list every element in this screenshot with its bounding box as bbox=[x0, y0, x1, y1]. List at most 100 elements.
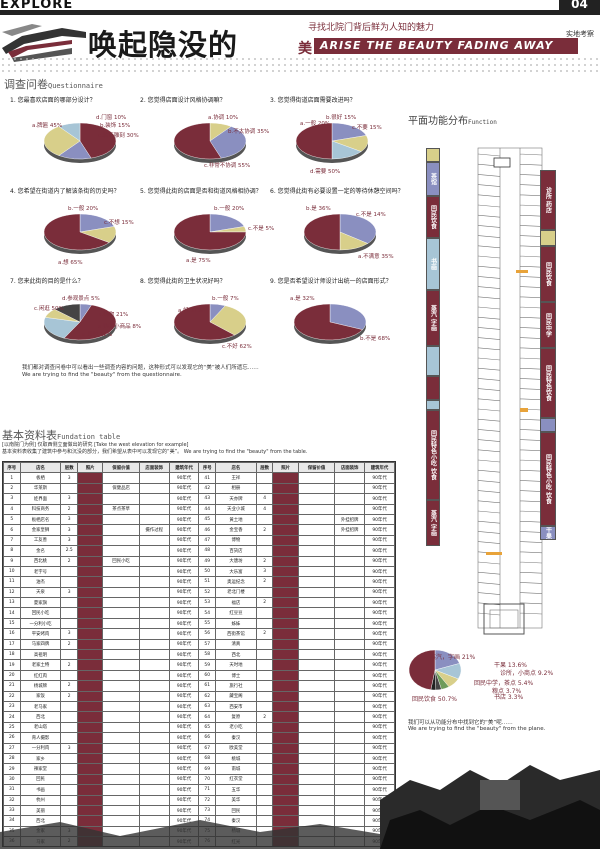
pie-label: a.想 65% bbox=[58, 260, 83, 266]
function-segment: 诊所 药店 bbox=[540, 170, 556, 230]
table-cell: 红衣堂 bbox=[215, 773, 257, 786]
survey-note-en: We are trying to find the "beauty" from … bbox=[22, 372, 182, 378]
pie-slice bbox=[43, 317, 81, 339]
pie-slice bbox=[43, 126, 81, 156]
table-cell: 金宝香 bbox=[215, 524, 257, 536]
table-cell: 老家土特 bbox=[19, 659, 62, 671]
table-cell bbox=[60, 711, 78, 723]
survey-question: 2. 您觉得店面设计风格协调嘛？ bbox=[140, 97, 226, 104]
photo-thumbnail bbox=[272, 669, 299, 682]
table-cell: 杨城牌 bbox=[19, 680, 62, 692]
table-cell bbox=[334, 638, 366, 651]
table-cell: 2 bbox=[255, 524, 274, 536]
table-cell bbox=[102, 700, 140, 713]
pie-label: b.是 36% bbox=[306, 206, 331, 212]
photo-thumbnail bbox=[272, 607, 299, 619]
table-row: 29 辣家堂 90年代 69 南城 90年代 bbox=[3, 763, 395, 775]
table-header-cell: 保留价值 bbox=[102, 462, 140, 474]
table-cell: 金家皇狮 bbox=[19, 524, 62, 536]
survey-question: 1. 您最喜欢店面的哪部分设计？ bbox=[10, 97, 96, 104]
table-cell: 90年代 bbox=[168, 700, 200, 713]
table-cell bbox=[297, 555, 336, 567]
table-cell: 90年代 bbox=[168, 513, 200, 526]
table-cell: 63 bbox=[198, 700, 216, 713]
basic-notes: [以南院门为例] 仅取西侧立面做出的研究 [Take the west elev… bbox=[2, 441, 372, 455]
table-cell: 6 bbox=[3, 524, 21, 536]
table-cell bbox=[297, 711, 336, 723]
table-cell bbox=[138, 493, 170, 505]
top-bar bbox=[0, 10, 600, 15]
table-cell: 90年代 bbox=[168, 534, 200, 547]
table-cell bbox=[255, 690, 274, 703]
table-cell bbox=[297, 638, 336, 651]
photo-thumbnail bbox=[76, 794, 104, 806]
table-row: 4 科技商务 2 茶点茶草 90年代 44 天业小城 4 90年代 bbox=[3, 503, 395, 515]
function-pie-label: 粮点 3.7% bbox=[492, 688, 522, 695]
table-cell: 10 bbox=[3, 565, 21, 578]
table-cell bbox=[60, 482, 78, 495]
table-cell bbox=[138, 638, 170, 651]
table-cell bbox=[334, 680, 366, 692]
table-cell: 12 bbox=[3, 586, 21, 599]
table-cell bbox=[102, 690, 140, 703]
table-cell: 90年代 bbox=[168, 669, 200, 682]
table-cell: 46 bbox=[198, 524, 216, 536]
table-row: 32 杭州 90年代 72 美华 90年代 bbox=[3, 794, 395, 806]
table-cell bbox=[60, 721, 78, 734]
table-cell: 90年代 bbox=[168, 659, 200, 671]
table-cell: 3 bbox=[60, 534, 78, 547]
table-cell bbox=[102, 607, 140, 619]
photo-thumbnail bbox=[76, 752, 104, 765]
table-cell: 90年代 bbox=[364, 669, 395, 682]
survey-pie: b.一般 20% c.不想 15% a.想 65% bbox=[38, 200, 148, 270]
table-cell bbox=[297, 524, 336, 536]
table-cell: 3 bbox=[255, 565, 274, 578]
table-cell: 90年代 bbox=[168, 638, 200, 651]
table-cell bbox=[138, 700, 170, 713]
table-cell bbox=[334, 503, 366, 515]
table-cell bbox=[297, 773, 336, 786]
table-cell: 23 bbox=[3, 700, 21, 713]
table-cell bbox=[60, 669, 78, 682]
table-cell bbox=[60, 784, 78, 796]
table-header-cell: 层数 bbox=[255, 462, 274, 474]
table-cell: 一分利小吃 bbox=[19, 617, 62, 630]
table-cell: 3 bbox=[60, 513, 78, 526]
table-row: 28 家乡 90年代 68 桃城 90年代 bbox=[3, 752, 395, 765]
table-cell bbox=[334, 721, 366, 734]
table-cell: 90年代 bbox=[364, 721, 395, 734]
table-row: 23 老马家 90年代 63 西安市 90年代 bbox=[3, 700, 395, 713]
table-cell: 老北门楼 bbox=[215, 586, 257, 599]
table-cell: 57 bbox=[198, 638, 216, 651]
table-cell: 4 bbox=[255, 493, 274, 505]
table-cell: 西北 bbox=[19, 711, 62, 723]
table-cell: 2 bbox=[255, 628, 274, 640]
table-cell: 64 bbox=[198, 711, 216, 723]
table-cell: 67 bbox=[198, 742, 216, 754]
table-cell bbox=[138, 773, 170, 786]
table-cell bbox=[138, 711, 170, 723]
table-cell bbox=[255, 669, 274, 682]
table-cell: 西街茶馆 bbox=[215, 628, 257, 640]
photo-thumbnail bbox=[76, 472, 104, 484]
pie-label: c.不是 5% bbox=[248, 226, 275, 232]
pie-slice bbox=[295, 122, 333, 160]
survey-question: 5. 您觉得此街的店面是否和街道风格相协调？ bbox=[140, 188, 262, 195]
photo-thumbnail bbox=[272, 555, 299, 567]
table-cell: 25 bbox=[3, 721, 21, 734]
table-cell: 秦汉 bbox=[215, 732, 257, 744]
table-cell: 90年代 bbox=[168, 680, 200, 692]
table-cell bbox=[255, 773, 274, 786]
photo-thumbnail bbox=[272, 732, 299, 744]
table-cell: 60 bbox=[198, 669, 216, 682]
table-cell bbox=[138, 565, 170, 578]
table-cell bbox=[255, 742, 274, 754]
table-cell bbox=[297, 700, 336, 713]
table-row: 14 回民小吃 90年代 54 红豆豆 90年代 bbox=[3, 607, 395, 619]
table-cell: 15 bbox=[3, 617, 21, 630]
table-cell bbox=[255, 752, 274, 765]
table-cell bbox=[102, 472, 140, 484]
table-cell: 90年代 bbox=[364, 607, 395, 619]
table-cell: 科技商务 bbox=[19, 503, 62, 515]
photo-thumbnail bbox=[76, 742, 104, 754]
